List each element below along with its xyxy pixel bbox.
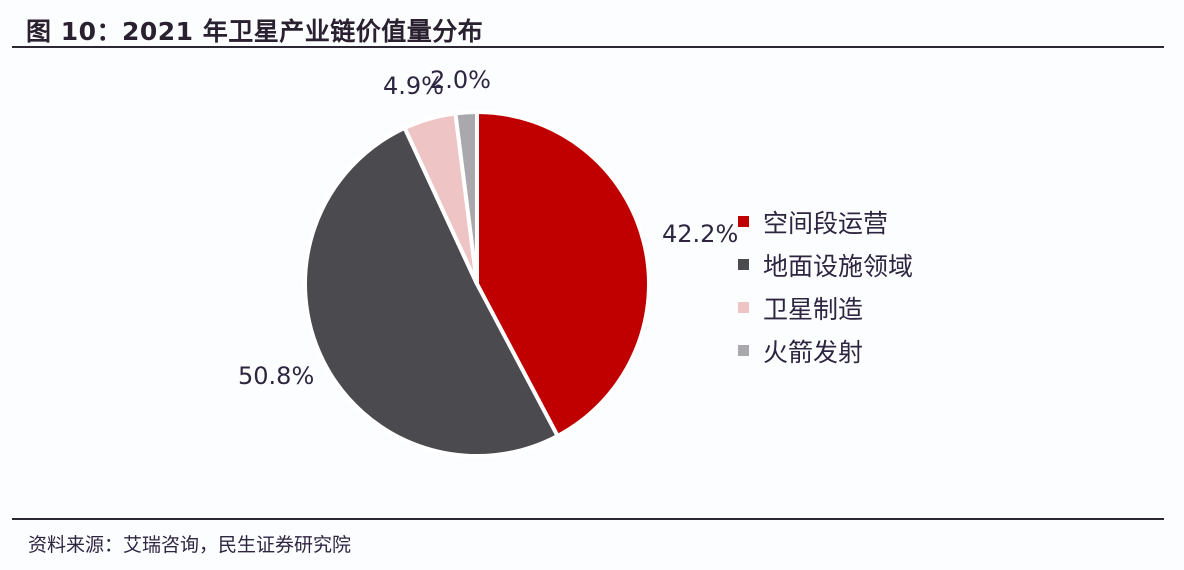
legend-swatch-icon — [738, 345, 749, 356]
legend-label: 地面设施领域 — [763, 251, 914, 281]
legend-item-space-ops: 空间段运营 — [738, 200, 913, 243]
title-rule — [12, 46, 1164, 48]
source-note: 资料来源：艾瑞咨询，民生证券研究院 — [28, 534, 352, 556]
footer-rule — [12, 518, 1164, 520]
label-ground: 50.8% — [238, 362, 315, 390]
legend-item-satellite-mfg: 卫星制造 — [738, 286, 913, 329]
label-satellite-mfg: 4.9% — [383, 72, 444, 100]
label-launch: 2.0% — [430, 66, 491, 94]
legend-label: 火箭发射 — [763, 337, 864, 367]
chart-legend: 空间段运营 地面设施领域 卫星制造 火箭发射 — [738, 200, 913, 372]
slice-launch — [453, 109, 479, 285]
label-space-ops: 42.2% — [662, 220, 739, 248]
slice-ground — [302, 125, 561, 458]
legend-label: 卫星制造 — [763, 294, 864, 324]
slice-space-ops — [475, 109, 651, 439]
legend-swatch-icon — [738, 216, 749, 227]
legend-label: 空间段运营 — [763, 208, 889, 238]
legend-swatch-icon — [738, 259, 749, 270]
chart-title: 图 10：2021 年卫星产业链价值量分布 — [26, 17, 484, 46]
legend-swatch-icon — [738, 302, 749, 313]
legend-item-launch: 火箭发射 — [738, 329, 913, 372]
legend-item-ground: 地面设施领域 — [738, 243, 913, 286]
